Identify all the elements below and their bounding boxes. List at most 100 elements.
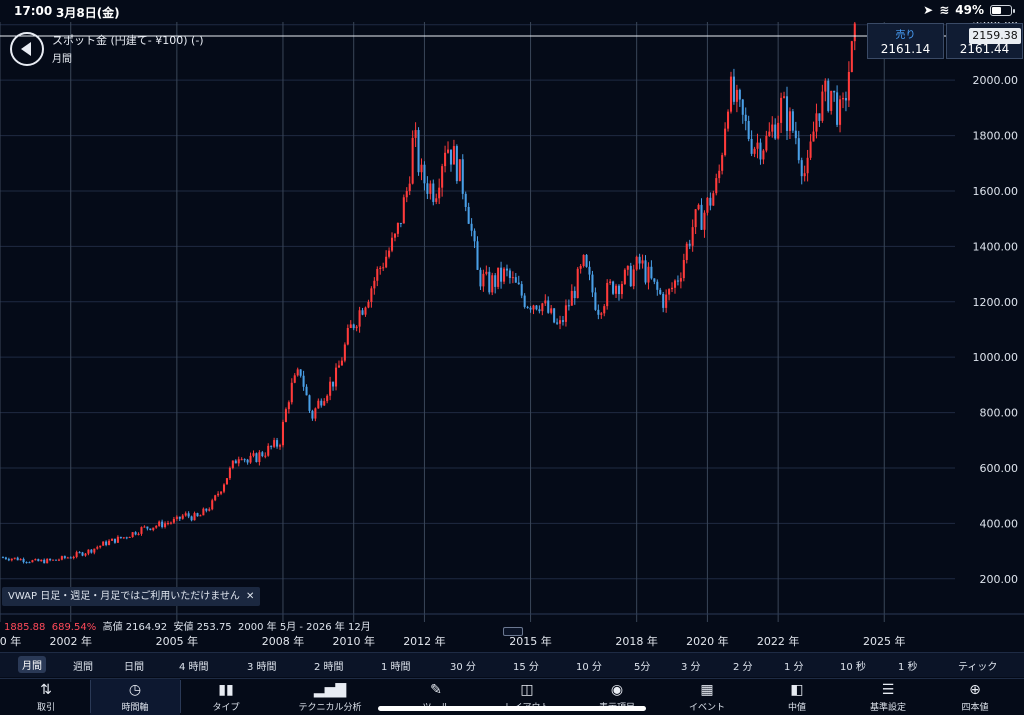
candle-body (679, 278, 682, 282)
candle-body (797, 138, 800, 161)
candle-body (81, 552, 84, 556)
timeframe-16[interactable]: ティック (958, 662, 998, 673)
candle-body (744, 114, 747, 121)
close-icon[interactable]: ✕ (245, 591, 255, 602)
timeframe-10[interactable]: 5分 (634, 662, 651, 673)
y-tick-label: 1200.00 (973, 296, 1019, 309)
toolbar-bar-chart-button[interactable]: ▂▅▇ テクニカル分析 (285, 679, 375, 715)
candle-body (317, 400, 320, 409)
candle-body (396, 222, 399, 234)
toolbar-clock-button[interactable]: ◷ 時間軸 (90, 679, 180, 715)
timeframe-1[interactable]: 週間 (73, 662, 93, 673)
candle-body (211, 500, 214, 510)
status-bar: 17:00 3月8日(金) ➤ ≋ 49% (0, 0, 1024, 22)
timeframe-12[interactable]: 2 分 (733, 662, 753, 673)
candle-body (777, 122, 780, 139)
candle-body (600, 313, 603, 315)
candle-body (278, 445, 282, 447)
chart-scroll-handle[interactable] (503, 627, 523, 636)
stat-last: 1885.88 (4, 622, 46, 633)
timeframe-7[interactable]: 30 分 (450, 662, 476, 673)
toolbar-settings-button[interactable]: ☰ 基準設定 (843, 679, 933, 715)
candle-body (656, 281, 659, 290)
candle-body (222, 484, 226, 492)
candle-body (196, 513, 199, 517)
candle-body (361, 310, 364, 315)
candle-body (281, 421, 284, 446)
toolbar-crosshair-button[interactable]: ⊕ 四本値 (930, 679, 1020, 715)
y-tick-label: 1400.00 (973, 240, 1019, 253)
candle-body (467, 206, 470, 224)
candle-body (691, 227, 694, 246)
candle-body (432, 183, 435, 202)
candle-body (783, 96, 786, 98)
candle-body (175, 516, 178, 520)
calendar-icon: ▦ (700, 682, 714, 698)
candle-body (66, 557, 69, 559)
toolbar-candles-button[interactable]: ▮▮ タイプ (181, 679, 271, 715)
candle-body (261, 452, 264, 457)
candle-body (7, 559, 10, 561)
back-button[interactable] (10, 32, 44, 66)
timeframe-3[interactable]: 4 時間 (179, 662, 209, 673)
toolbar-updown-arrows-button[interactable]: ⇅ 取引 (1, 679, 91, 715)
candle-body (441, 166, 444, 188)
candle-body (217, 493, 220, 496)
candle-body (305, 386, 308, 396)
x-tick-label: 2000 年 (0, 634, 21, 648)
candle-body (161, 521, 164, 527)
candle-body (72, 556, 75, 559)
candle-body (668, 289, 671, 295)
candle-body (152, 527, 155, 530)
candle-body (63, 556, 66, 558)
candle-body (284, 409, 287, 422)
timeframe-8[interactable]: 15 分 (513, 662, 539, 673)
candle-body (237, 459, 240, 464)
candle-body (444, 152, 447, 167)
timeframe-4[interactable]: 3 時間 (247, 662, 277, 673)
candle-body (529, 307, 532, 310)
candle-body (591, 274, 594, 293)
timeframe-9[interactable]: 10 分 (576, 662, 602, 673)
x-tick-label: 2015 年 (509, 634, 552, 648)
clock-icon: ◷ (128, 682, 142, 698)
toolbar-label: タイプ (212, 703, 240, 713)
timeframe-15[interactable]: 1 秒 (898, 662, 918, 673)
candle-body (220, 491, 223, 494)
candle-body (234, 460, 237, 464)
candle-body (290, 382, 293, 403)
candle-body (287, 402, 290, 410)
timeframe-5[interactable]: 2 時間 (314, 662, 344, 673)
toolbar-mid-price-button[interactable]: ◧ 中値 (752, 679, 842, 715)
candle-body (558, 320, 562, 324)
candle-body (13, 557, 16, 559)
candle-body (231, 460, 234, 468)
timeframe-0[interactable]: 月間 (18, 656, 46, 673)
timeframe-6[interactable]: 1 時間 (381, 662, 411, 673)
price-chart[interactable]: 200.00 400.00 600.00 800.00 1000.00 1200.00 14… (0, 22, 1024, 652)
candle-body (673, 280, 677, 288)
candle-body (491, 275, 494, 293)
candle-body (505, 268, 509, 271)
candle-body (25, 562, 28, 564)
candle-body (181, 515, 184, 519)
candle-body (208, 509, 211, 511)
candle-body (523, 295, 526, 307)
candle-body (520, 284, 523, 296)
candle-body (623, 269, 626, 284)
toolbar-calendar-button[interactable]: ▦ イベント (662, 679, 752, 715)
candle-body (326, 395, 329, 402)
timeframe-14[interactable]: 10 秒 (840, 662, 866, 673)
candle-body (166, 522, 170, 524)
sell-quote-button[interactable]: 売り 2161.14 (867, 23, 944, 59)
candle-body (411, 137, 414, 184)
candle-body (497, 267, 500, 287)
candle-body (712, 193, 715, 206)
candle-body (273, 440, 276, 447)
y-tick-label: 1600.00 (973, 185, 1019, 198)
timeframe-13[interactable]: 1 分 (784, 662, 804, 673)
candle-body (753, 148, 756, 154)
timeframe-11[interactable]: 3 分 (681, 662, 701, 673)
updown-arrows-icon: ⇅ (40, 682, 52, 698)
timeframe-2[interactable]: 日間 (124, 662, 144, 673)
